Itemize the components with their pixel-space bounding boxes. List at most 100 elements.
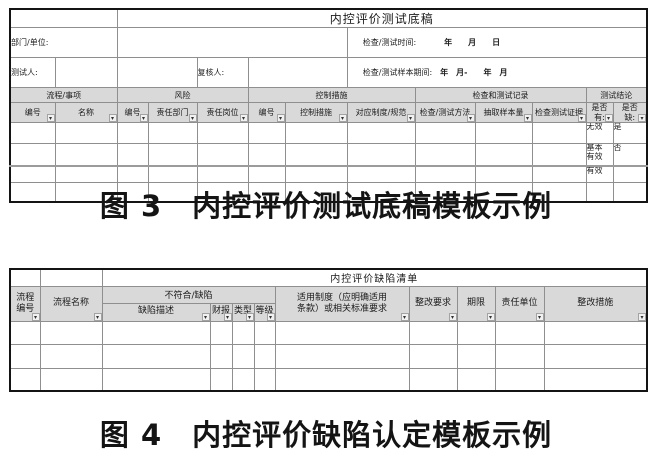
col-header-policy: 对应制度/规范 ▾ — [346, 102, 416, 123]
filter-dropdown-icon[interactable]: ▾ — [108, 114, 116, 122]
table-cell — [196, 165, 249, 183]
col-header-rectify-measures: 整改措施 ▾ — [543, 285, 648, 322]
filter-dropdown-icon[interactable]: ▾ — [139, 114, 147, 122]
filter-dropdown-icon[interactable]: ▾ — [338, 114, 346, 122]
filter-dropdown-icon[interactable]: ▾ — [638, 312, 646, 320]
filter-dropdown-icon[interactable]: ▾ — [266, 312, 274, 320]
sample-period-value: 年 月- 年 月 — [440, 68, 508, 77]
table-cell — [494, 343, 545, 369]
table-cell — [274, 343, 410, 369]
filter-dropdown-icon[interactable]: ▾ — [604, 114, 612, 122]
filter-dropdown-icon[interactable]: ▾ — [638, 114, 646, 122]
filter-dropdown-icon[interactable]: ▾ — [535, 312, 543, 320]
table-cell — [209, 367, 233, 392]
col-header-resp-post: 责任岗位 ▾ — [196, 102, 249, 123]
filter-dropdown-icon[interactable]: ▾ — [188, 114, 196, 122]
table-row: 基本 有效 否 — [9, 143, 648, 167]
col-header-process-no: 流程 编号 ▾ — [9, 285, 41, 322]
col-label: 抽取样本量 — [483, 107, 524, 117]
col-label: 流程名称 — [52, 297, 89, 308]
table-cell — [531, 165, 587, 183]
col-label: 等级 — [255, 306, 274, 317]
group-header-row: 流程 编号 ▾ 流程名称 ▾ 不符合/缺陷 适用制度（应明确适用 条款）或相关标准要… — [9, 285, 648, 322]
table-cell — [274, 320, 410, 345]
col-label: 编号 — [124, 107, 141, 117]
col-header-test-method: 检查/测试方法 ▾ — [414, 102, 476, 123]
col-label: 对应制度/规范 — [355, 107, 407, 117]
col-header-ctrl-no: 编号 ▾ — [247, 102, 286, 123]
filter-dropdown-icon[interactable]: ▾ — [46, 114, 54, 122]
filter-dropdown-icon[interactable]: ▾ — [523, 114, 531, 122]
table-cell — [231, 367, 255, 392]
reviewer-input-cell — [247, 57, 348, 88]
filter-dropdown-icon[interactable]: ▾ — [245, 312, 253, 320]
selected-cell[interactable] — [494, 367, 545, 392]
col-label: 适用制度（应明确适用 条款）或相关标准要求 — [296, 293, 387, 314]
table-cell — [9, 122, 56, 144]
table-cell — [414, 143, 476, 167]
table-cell — [346, 165, 416, 183]
title-row: 内控评价测试底稿 — [9, 8, 648, 28]
table-cell — [116, 122, 149, 144]
table-cell — [9, 165, 56, 183]
table-cell — [39, 320, 103, 345]
filter-dropdown-icon[interactable]: ▾ — [93, 312, 101, 320]
dept-row: 部门/单位: 检查/测试时间: 年 月 日 — [9, 27, 648, 58]
col-header-effective: 是否 有: ▾ — [585, 102, 614, 123]
filter-dropdown-icon[interactable]: ▾ — [448, 312, 456, 320]
group-conclusion: 测试结论 — [585, 87, 648, 103]
group-defect: 不符合/缺陷 — [101, 285, 276, 304]
table-cell — [147, 165, 198, 183]
col-label: 财报 — [211, 306, 230, 317]
filter-dropdown-icon[interactable]: ▾ — [31, 312, 39, 320]
check-time-label: 检查/测试时间: — [362, 38, 417, 47]
col-label: 编号 — [24, 107, 41, 117]
table-cell — [116, 143, 149, 167]
col-header-type: 类型 ▾ — [231, 302, 255, 322]
table-cell — [494, 320, 545, 345]
table-cell — [116, 165, 149, 183]
table-cell — [456, 367, 496, 392]
test-workpaper-table: 内控评价测试底稿 部门/单位: 检查/测试时间: 年 月 日 测试人: 复核人: … — [9, 8, 648, 203]
table-cell — [231, 320, 255, 345]
table-cell — [253, 320, 276, 345]
effective-option-cell: 有效 — [585, 165, 614, 183]
table-cell — [209, 343, 233, 369]
column-header-row: 编号 ▾ 名称 ▾ 编号 ▾ 责任部门 ▾ 责任岗位 ▾ 编号 ▾ 控制措施 ▾ 对应制度/规… — [9, 102, 648, 123]
tester-label: 测试人: — [9, 57, 56, 88]
table-cell — [346, 122, 416, 144]
table-cell — [543, 367, 648, 392]
filter-dropdown-icon[interactable]: ▾ — [577, 114, 585, 122]
group-test-record: 检查和测试记录 — [414, 87, 587, 103]
table-cell — [474, 122, 533, 144]
table-cell — [346, 143, 416, 167]
figure4-caption: 图 4 内控评价缺陷认定模板示例 — [99, 418, 553, 452]
column-header-row: 缺陷描述 ▾ 财报 ▾ 类型 ▾ 等级 ▾ — [10, 302, 647, 322]
col-label: 责任岗位 — [206, 107, 239, 117]
table-cell — [147, 143, 198, 167]
table-cell — [39, 367, 103, 392]
corner-cell — [9, 268, 41, 287]
group-process: 流程/事项 — [9, 87, 118, 103]
table-cell — [209, 320, 233, 345]
col-label: 责任部门 — [156, 107, 189, 117]
filter-dropdown-icon[interactable]: ▾ — [466, 114, 474, 122]
table-cell — [9, 143, 56, 167]
filter-dropdown-icon[interactable]: ▾ — [223, 312, 231, 320]
filter-dropdown-icon[interactable]: ▾ — [239, 114, 247, 122]
group-header-row: 流程/事项 风险 控制措施 检查和测试记录 测试结论 — [9, 87, 648, 103]
table-cell — [474, 165, 533, 183]
filter-dropdown-icon[interactable]: ▾ — [486, 312, 494, 320]
filter-dropdown-icon[interactable]: ▾ — [276, 114, 284, 122]
col-label: 检查测试证据 — [535, 107, 583, 117]
filter-dropdown-icon[interactable]: ▾ — [406, 114, 414, 122]
table-cell — [9, 320, 41, 345]
filter-dropdown-icon[interactable]: ▾ — [400, 312, 408, 320]
col-label: 是否 有: — [591, 103, 608, 122]
tester-input-cell — [54, 57, 118, 88]
deficient-option-cell: 否 — [612, 143, 648, 167]
table-cell — [414, 122, 476, 144]
table-cell — [414, 165, 476, 183]
empty-cell — [116, 57, 198, 88]
filter-dropdown-icon[interactable]: ▾ — [201, 312, 209, 320]
